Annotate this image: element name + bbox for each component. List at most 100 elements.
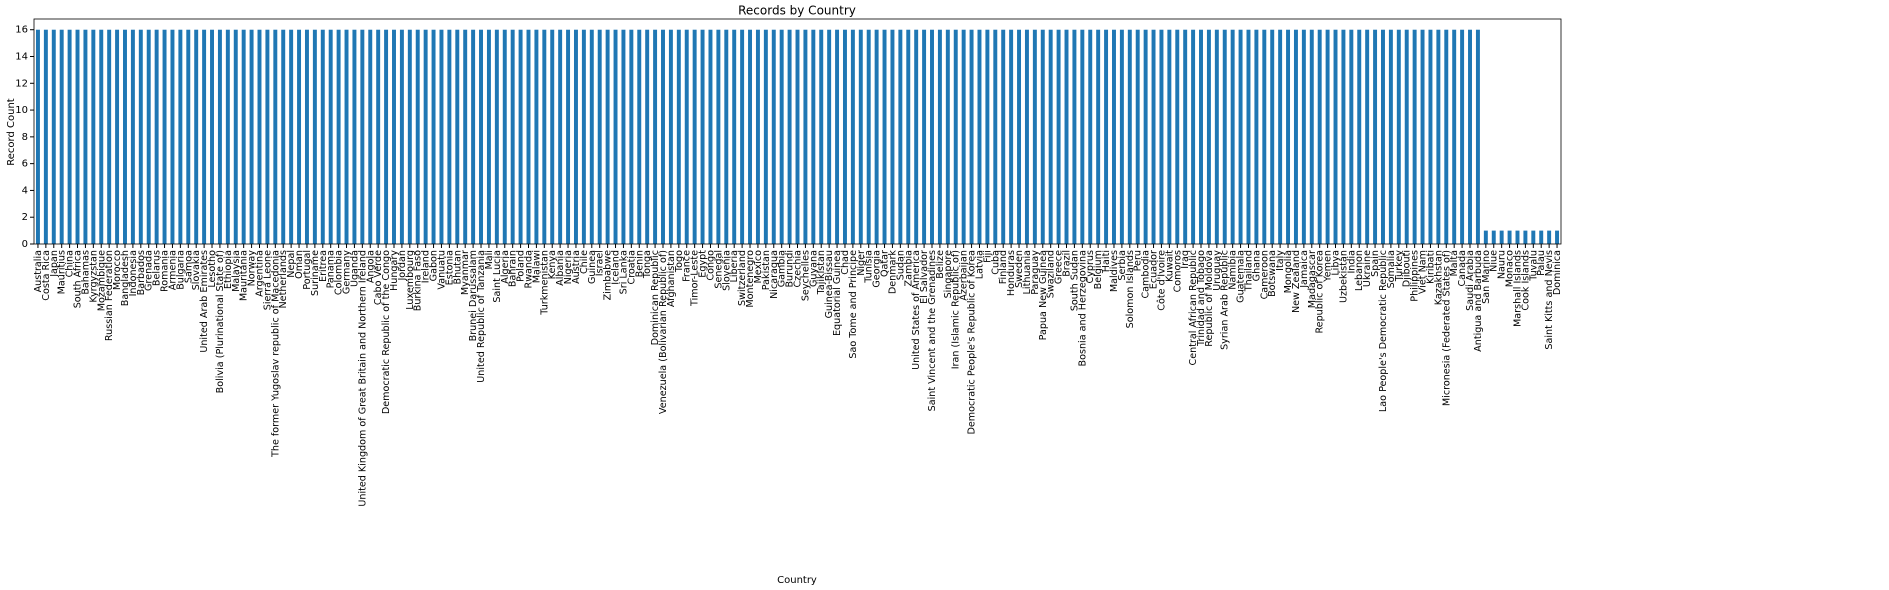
x-tick-label: Ireland (421, 250, 432, 283)
x-tick-label: Poland (516, 250, 527, 282)
bar (1539, 230, 1544, 244)
x-tick-label: Cabo Verde (373, 250, 384, 305)
x-tick-label: Malaysia (231, 250, 242, 292)
x-tick-label: Dominican Republic (650, 250, 661, 345)
bar (1262, 29, 1267, 245)
x-tick-label: Malawi (531, 250, 542, 283)
x-tick-label: Latvia (974, 250, 985, 279)
x-tick-label: Kazakhstan (1433, 250, 1444, 305)
x-tick-label: Benin (634, 250, 645, 277)
x-tick-label: Solomon Islands (1125, 250, 1136, 328)
x-tick-label: Israel (595, 250, 606, 276)
bar (1017, 29, 1022, 245)
x-tick-label: Vanuatu (436, 250, 447, 290)
bar (289, 29, 294, 245)
x-tick-label: Burkina Faso (413, 250, 424, 311)
bar (716, 29, 721, 245)
bar (724, 29, 729, 245)
x-tick-label: Bahamas (80, 250, 91, 295)
bar (186, 29, 191, 245)
y-tick-label: 4 (22, 185, 28, 196)
x-tick-label: United Arab Emirates (199, 250, 210, 353)
bar (795, 29, 800, 245)
bar (407, 29, 412, 245)
bar (67, 29, 72, 245)
bar (154, 29, 159, 245)
x-tick-label: Armenia (167, 250, 178, 290)
bar (123, 29, 127, 245)
bar (850, 29, 855, 245)
bar (1238, 29, 1243, 245)
x-tick-label: Somalia (1386, 250, 1397, 288)
bar (138, 29, 143, 245)
bar (977, 29, 982, 245)
y-tick-label: 16 (15, 25, 28, 36)
bar (162, 29, 167, 245)
x-tick-label: Namibia (1228, 250, 1239, 290)
bar (1515, 230, 1520, 244)
x-tick-label: Viet Nam (1418, 250, 1429, 294)
bar (312, 29, 317, 245)
bar (1452, 29, 1457, 245)
x-tick-label: Bahrain (508, 250, 519, 287)
bar (581, 29, 586, 245)
x-tick-label: Slovakia (191, 250, 202, 290)
x-tick-label: Senegal (713, 250, 724, 289)
bar (898, 29, 903, 245)
bar (249, 29, 254, 245)
x-tick-label: Belgium (1093, 250, 1104, 289)
x-tick-label: Eritrea (318, 250, 329, 282)
x-tick-label: Belize (935, 250, 946, 279)
bar (360, 29, 365, 245)
bar (1151, 29, 1156, 245)
bar (59, 29, 64, 245)
bar (518, 29, 523, 245)
bar (1357, 29, 1362, 245)
x-tick-label: Albania (555, 250, 566, 286)
bar (542, 29, 547, 245)
bar (692, 29, 697, 245)
bar (914, 29, 919, 245)
bar (787, 29, 792, 245)
bar (668, 29, 673, 245)
bar (1183, 29, 1188, 245)
bar (993, 29, 998, 245)
bar (755, 29, 760, 245)
x-tick-label: France (682, 250, 693, 282)
x-tick-label: Belarus (152, 250, 163, 286)
x-tick-label: Nepal (286, 250, 297, 278)
bar (1468, 29, 1472, 245)
x-tick-label: Madagascar (1307, 250, 1318, 308)
bar (455, 29, 460, 245)
bar (1278, 29, 1283, 245)
bar (842, 29, 847, 245)
bar (1388, 29, 1393, 245)
x-tick-label: Argentina (254, 250, 265, 297)
x-tick-label: Finland (998, 250, 1009, 284)
x-tick-label: Tonga (642, 250, 653, 279)
bar (194, 29, 199, 245)
bar (1119, 29, 1124, 245)
bar (1404, 29, 1409, 245)
bar (423, 29, 428, 245)
x-tick-label: Fiji (982, 250, 993, 263)
x-tick-label: Russian Federation (104, 250, 115, 341)
x-tick-label: Jordan (397, 250, 408, 282)
x-tick-label: Austria (571, 250, 582, 284)
bar (621, 29, 626, 245)
x-tick-label: Niue (1489, 250, 1500, 272)
x-tick-label: Netherlands (278, 250, 289, 308)
x-tick-label: Portugal (302, 250, 313, 290)
bar (613, 29, 618, 245)
x-tick-label: United States of America (911, 250, 922, 370)
x-tick-label: Bulgaria (175, 250, 186, 290)
bar (399, 29, 404, 245)
x-tick-label: Cambodia (1141, 250, 1152, 299)
x-tick-label: Czechia (793, 250, 804, 288)
bar (1111, 29, 1116, 245)
bar (1135, 29, 1140, 245)
x-tick-label: Tunisia (864, 250, 875, 284)
x-tick-label: Swaziland (1046, 250, 1057, 298)
x-tick-label: United Republic of Tanzania (476, 250, 487, 383)
